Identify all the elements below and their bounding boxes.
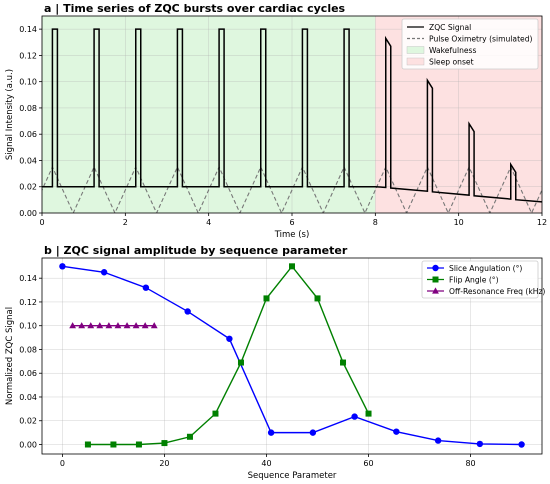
legend-a-label-2: Wakefulness	[429, 46, 477, 55]
b-xtick-label-4: 80	[465, 459, 475, 468]
legend-b-swatch-marker-2	[432, 287, 439, 294]
a-ytick-label-7: 0.14	[19, 25, 37, 34]
a-xtick-label-0: 0	[39, 218, 44, 227]
legend-a-swatch-2	[406, 46, 425, 54]
flip-angle-line	[87, 265, 370, 446]
legend-a-label-1: Pulse Oximetry (simulated)	[429, 34, 533, 43]
off-resonance-freq-khz-point-7	[132, 322, 140, 329]
b-ytick-label-2: 0.04	[19, 393, 37, 402]
panel-a-legend: ZQC Signal Pulse Oximetry (simulated) Wake…	[401, 18, 539, 70]
legend-b-label-0: Slice Angulation (°)	[449, 264, 522, 273]
slice-angulation-point-9	[434, 437, 442, 444]
panel-b-title: b | ZQC signal amplitude by sequence par…	[44, 244, 348, 257]
panel-b-ylabel: Normalized ZQC Signal	[5, 307, 15, 405]
a-ytick-label-5: 0.10	[19, 78, 37, 87]
panel-a-chart: a | Time series of ZQC bursts over cardi…	[5, 2, 547, 240]
slice-angulation-point-10	[476, 440, 484, 448]
a-xtick-label-3: 6	[289, 218, 294, 227]
slice-angulation-point-11	[518, 441, 525, 448]
flip-angle-point-5	[212, 410, 219, 417]
legend-a-swatch-3	[406, 57, 425, 66]
a-xtick-label-4: 8	[373, 218, 378, 227]
a-ytick-label-4: 0.08	[19, 104, 37, 113]
a-xtick-label-1: 2	[123, 218, 128, 227]
legend-b-label-2: Off-Resonance Freq (kHz)	[449, 287, 545, 296]
slice-angulation-point-4	[226, 335, 233, 342]
flip-angle-point-1	[110, 441, 117, 448]
legend-b-swatch-marker-1	[432, 276, 439, 283]
b-xtick-label-1: 20	[159, 459, 169, 468]
off-resonance-freq-khz-point-0	[69, 322, 77, 329]
flip-angle-point-8	[289, 263, 295, 270]
slice-angulation-point-8	[393, 428, 400, 435]
slice-angulation-point-0	[59, 263, 66, 270]
legend-b-label-1: Flip Angle (°)	[449, 275, 499, 284]
off-resonance-freq-khz-point-3	[96, 322, 104, 329]
off-resonance-freq-khz-point-1	[78, 322, 86, 329]
flip-angle-point-0	[84, 441, 91, 448]
off-resonance-freq-khz-point-2	[87, 322, 95, 329]
legend-b-swatch-marker-0	[432, 264, 439, 272]
panel-b-chart: b | ZQC signal amplitude by sequence par…	[5, 244, 545, 481]
slice-angulation-point-2	[142, 284, 150, 291]
panel-a-legend-box	[401, 18, 539, 70]
legend-a-label-0: ZQC Signal	[429, 23, 471, 32]
flip-angle-point-7	[263, 295, 270, 302]
panel-b-frame	[41, 257, 543, 455]
b-ytick-label-5: 0.10	[19, 322, 37, 331]
panel-b-legend-box	[421, 260, 539, 299]
zqc-signal-line	[42, 28, 543, 203]
panel-a-title: a | Time series of ZQC bursts over cardi…	[44, 2, 346, 15]
off-resonance-freq-khz-point-6	[123, 322, 131, 329]
b-xtick-label-0: 0	[60, 459, 65, 468]
b-ytick-label-6: 0.12	[19, 298, 37, 307]
a-xtick-label-5: 10	[454, 218, 464, 227]
a-ytick-label-6: 0.12	[19, 51, 37, 60]
a-ytick-label-3: 0.06	[19, 130, 37, 139]
flip-angle-point-3	[161, 440, 168, 447]
panel-a-ylabel: Signal Intensity (a.u.)	[5, 69, 15, 160]
flip-angle-point-6	[237, 359, 244, 366]
flip-angle-point-2	[135, 441, 142, 448]
a-ytick-label-2: 0.04	[19, 156, 37, 165]
a-ytick-label-1: 0.02	[19, 183, 37, 192]
slice-angulation-line	[62, 265, 522, 446]
b-ytick-label-1: 0.02	[19, 417, 37, 426]
slice-angulation-point-6	[309, 429, 317, 436]
off-resonance-freq-khz-point-8	[141, 322, 149, 329]
b-ytick-label-4: 0.08	[19, 345, 37, 354]
slice-angulation-point-1	[100, 269, 108, 276]
a-xtick-label-2: 4	[206, 218, 211, 227]
b-ytick-label-0: 0.00	[19, 440, 37, 449]
b-ytick-label-7: 0.14	[19, 274, 37, 283]
b-xtick-label-2: 40	[261, 459, 271, 468]
a-ytick-label-0: 0.00	[19, 209, 37, 218]
a-xtick-label-6: 12	[537, 218, 547, 227]
flip-angle-point-11	[365, 410, 372, 417]
panel-a-xlabel: Time (s)	[274, 230, 310, 240]
off-resonance-freq-khz-point-9	[150, 322, 158, 329]
b-xtick-label-3: 60	[363, 459, 373, 468]
b-ytick-label-3: 0.06	[19, 369, 37, 378]
slice-angulation-point-3	[184, 308, 191, 315]
panel-b-xlabel: Sequence Parameter	[248, 471, 337, 481]
panel-b-legend: Slice Angulation (°) Flip Angle (°) Off-Re…	[421, 260, 545, 299]
off-resonance-freq-khz-point-4	[105, 322, 113, 329]
pulse-oximetry-line	[42, 165, 542, 213]
flip-angle-point-10	[340, 359, 347, 366]
legend-a-label-3: Sleep onset	[429, 57, 474, 66]
slice-angulation-point-5	[267, 429, 275, 436]
slice-angulation-point-7	[351, 413, 358, 420]
off-resonance-freq-khz-point-5	[114, 322, 122, 329]
flip-angle-point-4	[186, 433, 193, 440]
flip-angle-point-9	[314, 295, 321, 302]
